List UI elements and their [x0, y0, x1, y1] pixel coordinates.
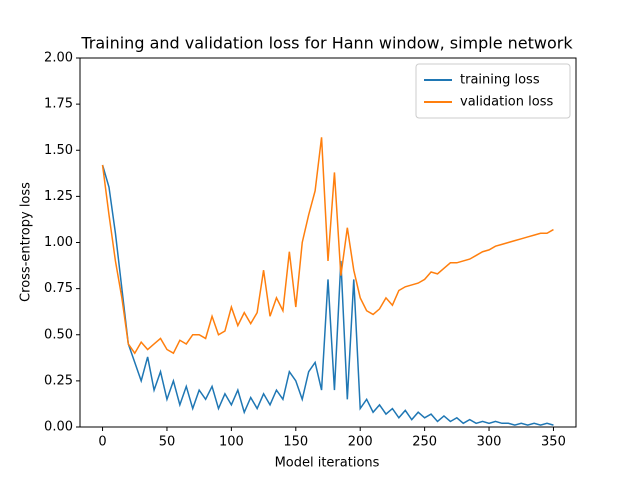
y-tick-label: 1.00	[44, 235, 73, 250]
y-tick-label: 0.50	[44, 327, 73, 342]
x-tick-label: 200	[348, 435, 373, 450]
x-tick-label: 250	[412, 435, 437, 450]
chart-title: Training and validation loss for Hann wi…	[80, 34, 573, 53]
y-tick-label: 0.25	[44, 373, 73, 388]
y-tick-label: 0.00	[44, 420, 73, 435]
x-tick-label: 0	[98, 435, 106, 450]
plot-frame	[79, 57, 577, 428]
y-tick-label: 0.75	[44, 281, 73, 296]
y-tick-label: 1.50	[44, 143, 73, 158]
x-tick-label: 150	[283, 435, 308, 450]
y-tick-label: 1.25	[44, 189, 73, 204]
x-tick-label: 50	[159, 435, 176, 450]
series-line	[101, 164, 554, 426]
legend-label: training loss	[460, 73, 540, 88]
x-tick-label: 100	[219, 435, 244, 450]
y-tick-label: 1.75	[44, 97, 73, 112]
y-axis-label: Cross-entropy loss	[19, 182, 34, 302]
x-tick-label: 300	[477, 435, 502, 450]
x-tick-label: 350	[541, 435, 566, 450]
legend-box	[415, 63, 571, 119]
series-line	[101, 137, 554, 355]
legend-label: validation loss	[460, 95, 553, 110]
x-axis-label: Model iterations	[275, 456, 380, 471]
y-tick-label: 2.00	[44, 51, 73, 66]
